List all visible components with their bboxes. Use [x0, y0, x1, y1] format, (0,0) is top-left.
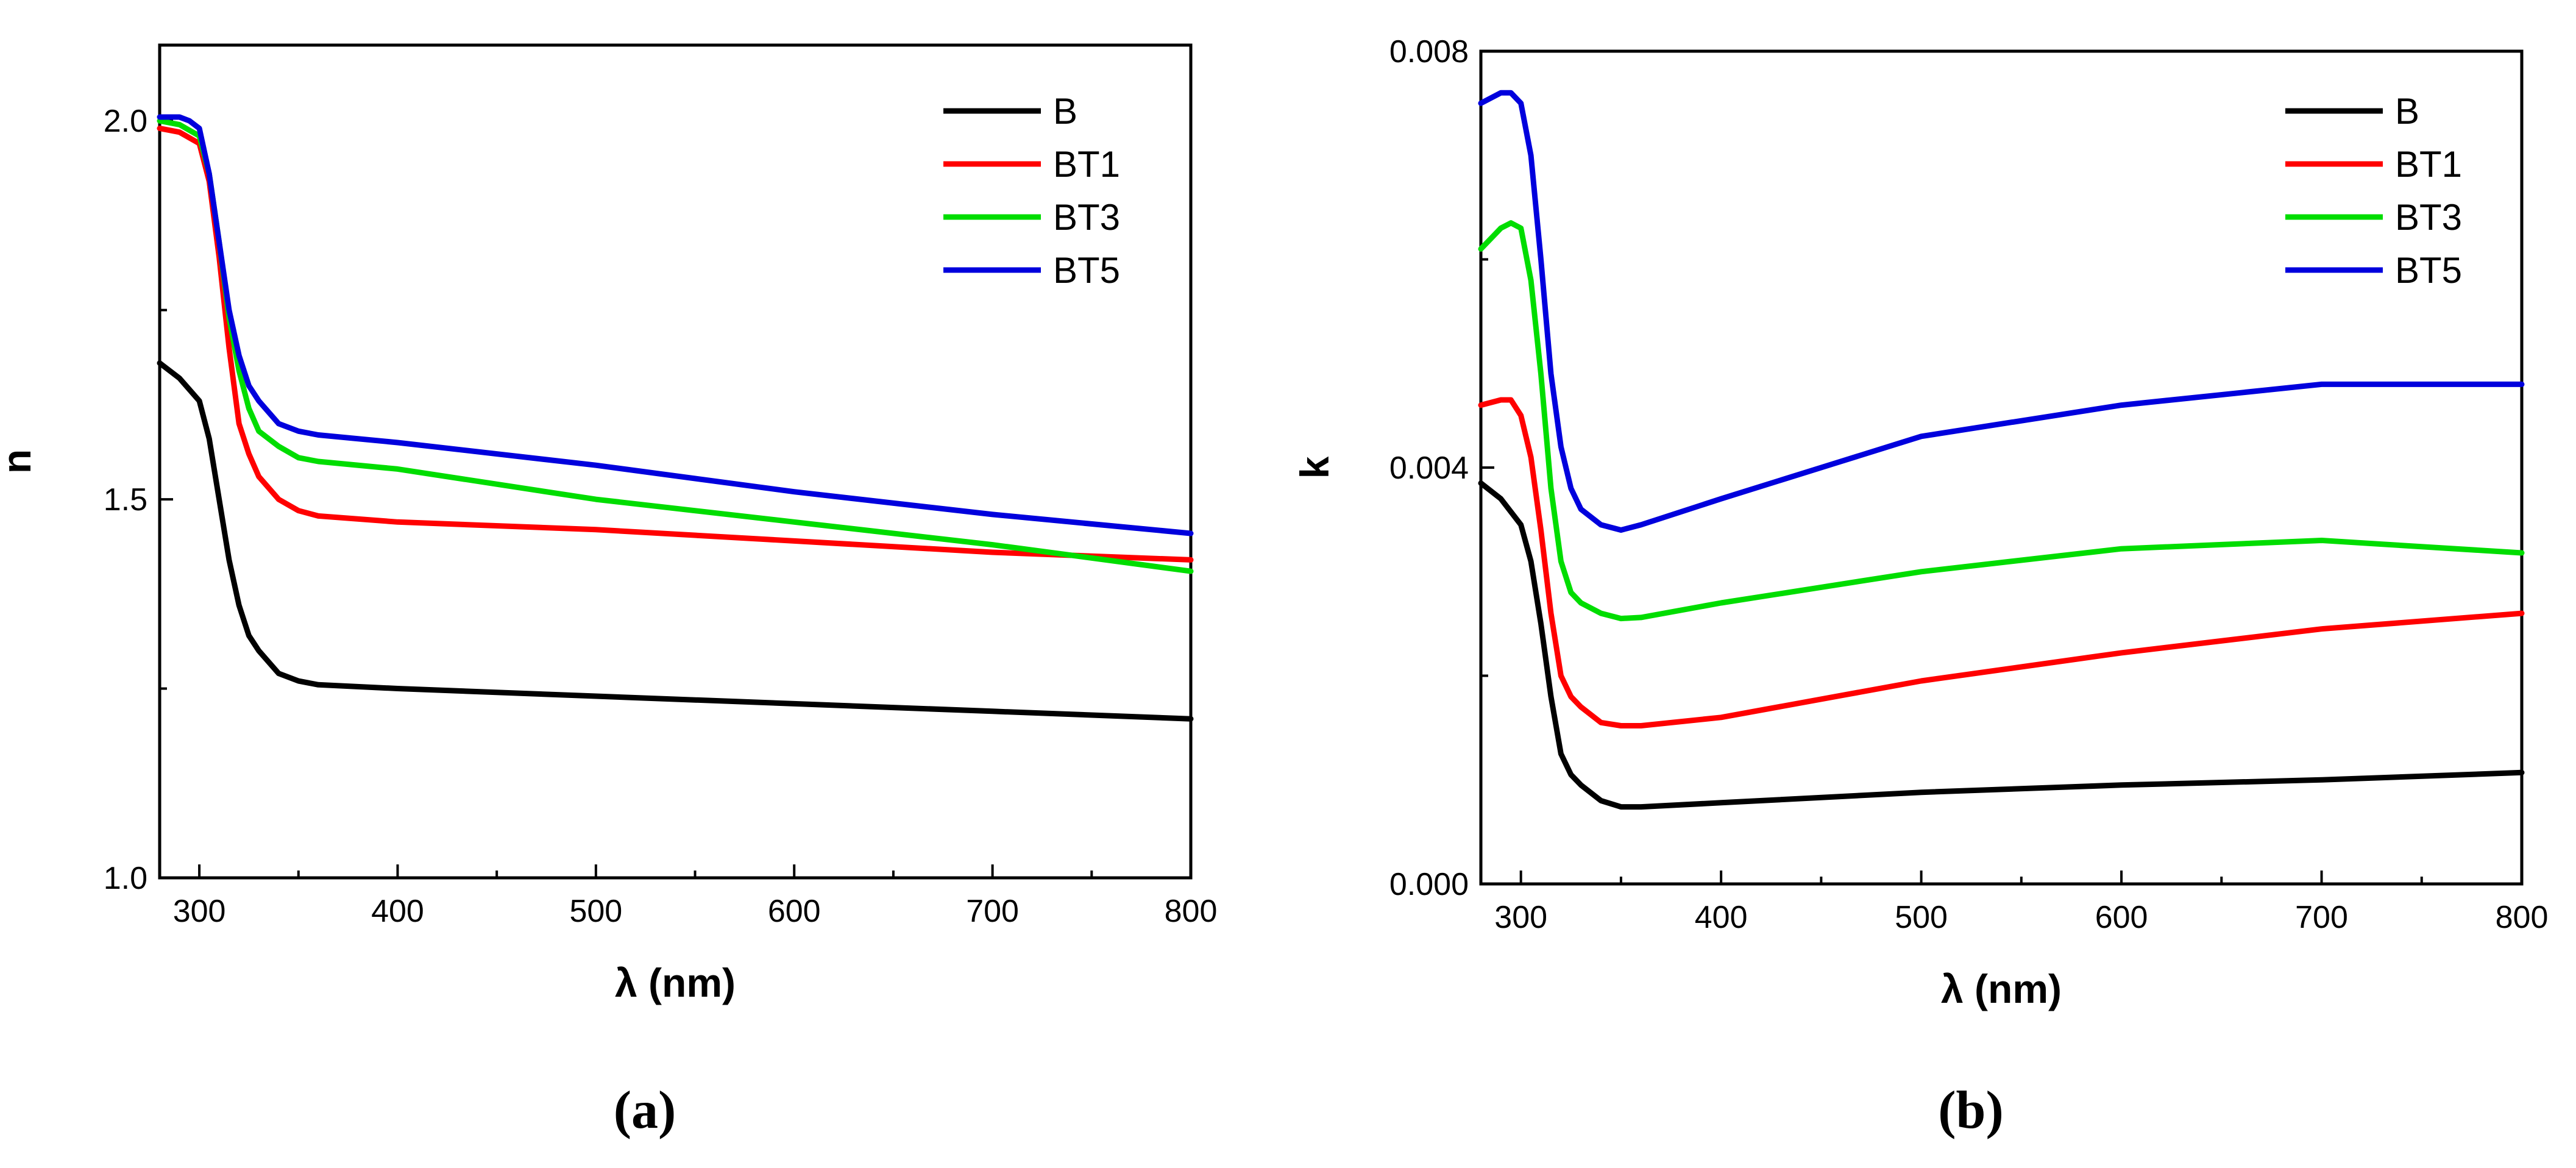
legend-label-bt1: BT1 [2395, 144, 2462, 185]
x-tick-label: 300 [1494, 900, 1547, 935]
chart-panel-b: 300 400 500 600 700 800 0.000 0.004 0.008 λ (nm) k… [1292, 34, 2548, 1140]
series-line-bt5 [157, 114, 1194, 536]
series-line-b [1478, 480, 2525, 810]
series-line-bt3 [157, 118, 1194, 574]
x-tick-label: 400 [371, 894, 424, 929]
x-axis-title: λ (nm) [615, 960, 736, 1005]
x-axis-title: λ (nm) [1941, 966, 2062, 1011]
x-tick-label: 700 [966, 894, 1019, 929]
legend-label-bt1: BT1 [1053, 144, 1120, 185]
chart-panel-a: 300 400 500 600 700 800 1.0 1.5 2.0 λ (nm) n B BT1 BT… [0, 43, 1218, 1140]
x-tick-label: 500 [569, 894, 622, 929]
y-axis-title: n [0, 449, 39, 474]
plot-frame [158, 43, 1193, 880]
y-tick-label: 0.000 [1389, 867, 1469, 902]
series-line-bt1 [1478, 397, 2525, 728]
legend-label-b: B [1053, 91, 1077, 132]
plot-frame [1479, 49, 2524, 886]
series-line-bt3 [1478, 220, 2525, 622]
series-line-bt5 [1478, 90, 2525, 533]
panel-label: (b) [1938, 1081, 2004, 1140]
series-line-b [157, 360, 1194, 722]
x-tick-label: 300 [173, 894, 226, 929]
x-tick-label: 800 [2496, 900, 2549, 935]
x-tick-label: 800 [1165, 894, 1218, 929]
x-tick-label: 500 [1895, 900, 1948, 935]
y-tick-label: 0.008 [1389, 34, 1469, 69]
y-tick-label: 1.0 [104, 861, 147, 896]
legend-label-bt3: BT3 [1053, 197, 1120, 238]
y-tick-label: 1.5 [104, 482, 147, 518]
legend-label-bt5: BT5 [1053, 250, 1120, 291]
x-tick-label: 700 [2295, 900, 2348, 935]
y-axis-title: k [1292, 456, 1337, 479]
x-tick-label: 400 [1695, 900, 1748, 935]
legend-label-bt3: BT3 [2395, 197, 2462, 238]
legend-label-b: B [2395, 91, 2419, 132]
y-tick-label: 2.0 [104, 104, 147, 139]
y-tick-label: 0.004 [1389, 450, 1469, 486]
panel-label: (a) [614, 1081, 676, 1140]
series-line-bt1 [157, 126, 1194, 563]
x-tick-label: 600 [768, 894, 821, 929]
x-tick-label: 600 [2095, 900, 2148, 935]
legend-label-bt5: BT5 [2395, 250, 2462, 291]
